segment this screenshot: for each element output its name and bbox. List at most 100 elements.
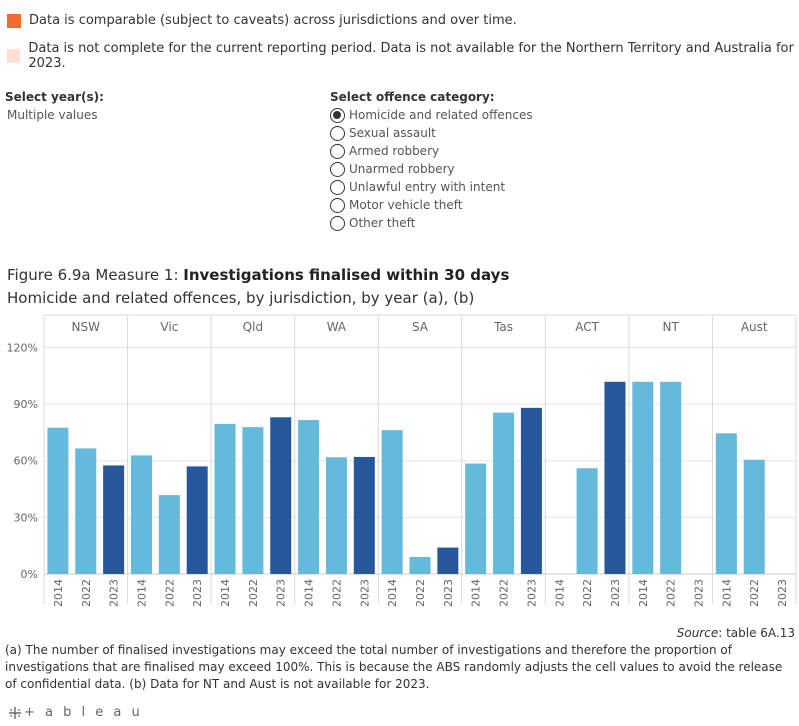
x-tick-label: 2023	[525, 579, 538, 607]
bar	[47, 427, 69, 574]
y-tick-label: 30%	[14, 511, 38, 524]
bar	[465, 463, 487, 574]
x-tick-label: 2022	[581, 579, 594, 607]
radio-label: Homicide and related offences	[349, 108, 533, 122]
year-filter-value[interactable]: Multiple values	[7, 108, 98, 122]
panel-label: WA	[327, 320, 347, 334]
x-tick-label: 2022	[330, 579, 343, 607]
panel-header-band	[44, 315, 796, 338]
radio-armed-robbery[interactable]: Armed robbery	[330, 142, 533, 160]
source-label: Source	[676, 626, 719, 640]
bar	[298, 420, 320, 574]
figure-title: Figure 6.9a Measure 1: Investigations fi…	[7, 266, 509, 284]
bar	[381, 430, 403, 574]
radio-button[interactable]	[330, 143, 345, 159]
radio-label: Motor vehicle theft	[349, 198, 463, 212]
x-tick-label: 2023	[108, 579, 121, 607]
figure-subtitle: Homicide and related offences, by jurisd…	[7, 289, 475, 307]
panel-label: NT	[663, 320, 680, 334]
offence-filter-title: Select offence category:	[330, 90, 495, 104]
bar	[576, 468, 598, 574]
panel-label: Qld	[243, 320, 263, 334]
tableau-logo[interactable]: + a b l e a u	[8, 705, 143, 720]
bar	[186, 466, 208, 574]
bar	[743, 459, 765, 574]
panel-label: SA	[412, 320, 429, 334]
bar	[493, 412, 515, 574]
x-tick-label: 2022	[498, 579, 511, 607]
bar	[604, 381, 626, 574]
panel-label: Aust	[741, 320, 768, 334]
radio-other-theft[interactable]: Other theft	[330, 214, 533, 232]
x-tick-label: 2014	[219, 579, 232, 607]
legend-item-incomplete: Data is not complete for the current rep…	[7, 41, 799, 71]
radio-label: Sexual assault	[349, 126, 436, 140]
x-tick-label: 2022	[163, 579, 176, 607]
y-tick-label: 60%	[14, 455, 38, 468]
bar	[130, 455, 152, 574]
bar	[660, 381, 682, 574]
bar	[353, 456, 375, 574]
x-tick-label: 2014	[470, 579, 483, 607]
legend-label-comparable: Data is comparable (subject to caveats) …	[29, 13, 517, 28]
radio-button-selected[interactable]	[330, 107, 345, 123]
y-tick-label: 0%	[21, 568, 38, 581]
legend-item-comparable: Data is comparable (subject to caveats) …	[7, 13, 517, 28]
x-tick-label: 2023	[609, 579, 622, 607]
radio-unlawful-entry[interactable]: Unlawful entry with intent	[330, 178, 533, 196]
panel-label: NSW	[72, 320, 101, 334]
x-tick-label: 2022	[665, 579, 678, 607]
tableau-logo-text: + a b l e a u	[24, 705, 143, 720]
bar	[632, 381, 654, 574]
x-tick-label: 2022	[80, 579, 93, 607]
radio-motor-vehicle-theft[interactable]: Motor vehicle theft	[330, 196, 533, 214]
x-tick-label: 2014	[135, 579, 148, 607]
bar-chart: 0% 30% 60% 90% 120% NSW 2014 2022 2023 Vic 2014 202…	[7, 314, 797, 607]
bar	[103, 465, 125, 574]
x-tick-label: 2014	[637, 579, 650, 607]
x-tick-label: 2014	[303, 579, 316, 607]
x-tick-label: 2014	[52, 579, 65, 607]
x-tick-label: 2014	[553, 579, 566, 607]
radio-button[interactable]	[330, 197, 345, 213]
panel-label: Tas	[493, 320, 513, 334]
legend-swatch-comparable	[7, 13, 21, 28]
x-tick-label: 2023	[776, 579, 789, 607]
x-tick-label: 2023	[442, 579, 455, 607]
x-tick-label: 2023	[191, 579, 204, 607]
radio-label: Armed robbery	[349, 144, 440, 158]
radio-button[interactable]	[330, 215, 345, 231]
bar	[158, 495, 180, 574]
x-tick-label: 2023	[358, 579, 371, 607]
source-note: Source: table 6A.13	[677, 626, 795, 640]
bar	[520, 407, 542, 574]
x-tick-label: 2022	[748, 579, 761, 607]
footnotes: (a) The number of finalised investigatio…	[5, 643, 783, 691]
x-tick-label: 2022	[247, 579, 260, 607]
x-tick-label: 2014	[386, 579, 399, 607]
bar	[409, 557, 431, 574]
x-tick-label: 2023	[693, 579, 706, 607]
bar	[325, 457, 347, 574]
radio-button[interactable]	[330, 179, 345, 195]
bar	[270, 417, 292, 574]
figure-title-bold: Investigations finalised within 30 days	[183, 266, 510, 284]
bar	[214, 423, 236, 574]
x-tick-label: 2022	[414, 579, 427, 607]
source-text: : table 6A.13	[718, 626, 795, 640]
tableau-cross-icon	[9, 706, 21, 719]
y-tick-label: 90%	[14, 398, 38, 411]
radio-button[interactable]	[330, 161, 345, 177]
radio-label: Other theft	[349, 216, 416, 230]
legend-swatch-incomplete	[7, 49, 21, 63]
radio-unarmed-robbery[interactable]: Unarmed robbery	[330, 160, 533, 178]
figure-title-prefix: Figure 6.9a Measure 1:	[7, 266, 184, 284]
radio-button[interactable]	[330, 125, 345, 141]
offence-radio-list: Homicide and related offences Sexual ass…	[330, 106, 533, 232]
radio-sexual-assault[interactable]: Sexual assault	[330, 124, 533, 142]
radio-homicide[interactable]: Homicide and related offences	[330, 106, 533, 124]
panel-label: Vic	[160, 320, 178, 334]
panel-label: ACT	[575, 320, 599, 334]
radio-label: Unarmed robbery	[349, 162, 455, 176]
bar	[242, 427, 264, 574]
